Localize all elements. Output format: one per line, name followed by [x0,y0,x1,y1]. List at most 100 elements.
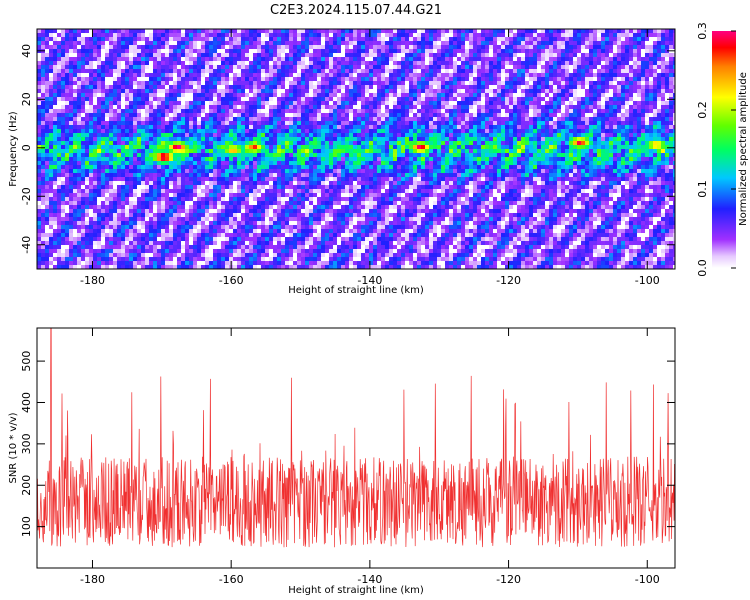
spectrogram-cell [401,45,405,49]
spectrogram-cell [129,121,133,125]
spectrogram-cell [589,73,593,77]
spectrogram-cell [469,81,473,85]
spectrogram-cell [253,85,257,89]
spectrogram-cell [169,69,173,73]
spectrogram-cell [573,113,577,117]
spectrogram-cell [637,45,641,49]
spectrogram-cell [213,129,217,133]
spectrogram-cell [125,61,129,65]
spectrogram-cell [53,85,57,89]
spectrogram-cell [665,137,669,141]
spectrogram-cell [173,49,177,53]
spectrogram-cell [541,85,545,89]
spectrogram-cell [81,93,85,97]
spectrogram-cell [665,81,669,85]
spectrogram-cell [481,157,485,161]
spectrogram-cell [473,33,477,37]
spectrogram-cell [525,41,529,45]
spectrogram-cell [333,129,337,133]
spectrogram-cell [113,125,117,129]
spectrogram-cell [149,117,153,121]
spectrogram-cell [661,57,665,61]
spectrogram-cell [613,85,617,89]
spectrogram-cell [573,121,577,125]
spectrogram-cell [65,29,69,33]
spectrogram-cell [557,133,561,137]
spectrogram-cell [269,29,273,33]
spectrogram-cell [253,129,257,133]
spectrogram-cell [625,157,629,161]
spectrogram-cell [645,137,649,141]
spectrogram-cell [513,97,517,101]
spectrogram-cell [425,109,429,113]
spectrogram-cell [333,89,337,93]
spectrogram-cell [429,109,433,113]
spectrogram-cell [389,41,393,45]
spectrogram-cell [269,133,273,137]
spectrogram-cell [333,101,337,105]
spectrogram-cell [209,29,213,33]
spectrogram-cell [281,45,285,49]
spectrogram-cell [109,141,113,145]
spectrogram-cell [153,61,157,65]
spectrogram-cell [49,97,53,101]
spectrogram-cell [165,33,169,37]
spectrogram-cell [189,29,193,33]
spectrogram-cell [421,37,425,41]
spectrogram-cell [177,125,181,129]
spectrogram-cell [337,33,341,37]
spectrogram-cell [77,53,81,57]
spectrogram-cell [77,57,81,61]
spectrogram-cell [229,89,233,93]
spectrogram-cell [405,145,409,149]
spectrogram-cell [293,61,297,65]
spectrogram-cell [141,85,145,89]
spectrogram-cell [621,97,625,101]
spectrogram-cell [245,121,249,125]
spectrogram-cell [557,153,561,157]
spectrogram-cell [569,109,573,113]
spectrogram-cell [417,61,421,65]
spectrogram-cell [225,157,229,161]
spectrogram-cell [49,69,53,73]
spectrogram-cell [329,49,333,53]
spectrogram-cell [573,141,577,145]
spectrogram-cell [101,37,105,41]
spectrogram-cell [621,125,625,129]
spectrogram-cell [321,85,325,89]
spectrogram-cell [525,81,529,85]
spectrogram-cell [69,65,73,69]
spectrogram-cell [489,57,493,61]
spectrogram-cell [209,41,213,45]
spectrogram-cell [581,125,585,129]
spectrogram-cell [85,149,89,153]
spectrogram-cell [165,97,169,101]
spectrogram-cell [421,85,425,89]
spectrogram-cell [517,137,521,141]
spectrogram-cell [333,141,337,145]
spectrogram-cell [37,113,41,117]
spectrogram-cell [57,65,61,69]
spectrogram-cell [169,73,173,77]
spectrogram-cell [153,85,157,89]
spectrogram-cell [117,65,121,69]
spectrogram-cell [365,153,369,157]
spectrogram-cell [473,117,477,121]
spectrogram-cell [293,113,297,117]
spectrogram-cell [457,81,461,85]
spectrogram-cell [209,161,213,165]
spectrogram-cell [297,33,301,37]
spectrogram-cell [173,69,177,73]
spectrogram-cell [389,57,393,61]
spectrogram-cell [361,109,365,113]
spectrogram-cell [509,129,513,133]
spectrogram-cell [161,129,165,133]
spectrogram-cell [249,65,253,69]
spectrogram-cell [293,37,297,41]
spectrogram-cell [169,93,173,97]
spectrogram-cell [577,109,581,113]
spectrogram-cell [673,117,675,121]
spectrogram-cell [41,73,45,77]
spectrogram-cell [585,41,589,45]
spectrogram-cell [441,93,445,97]
